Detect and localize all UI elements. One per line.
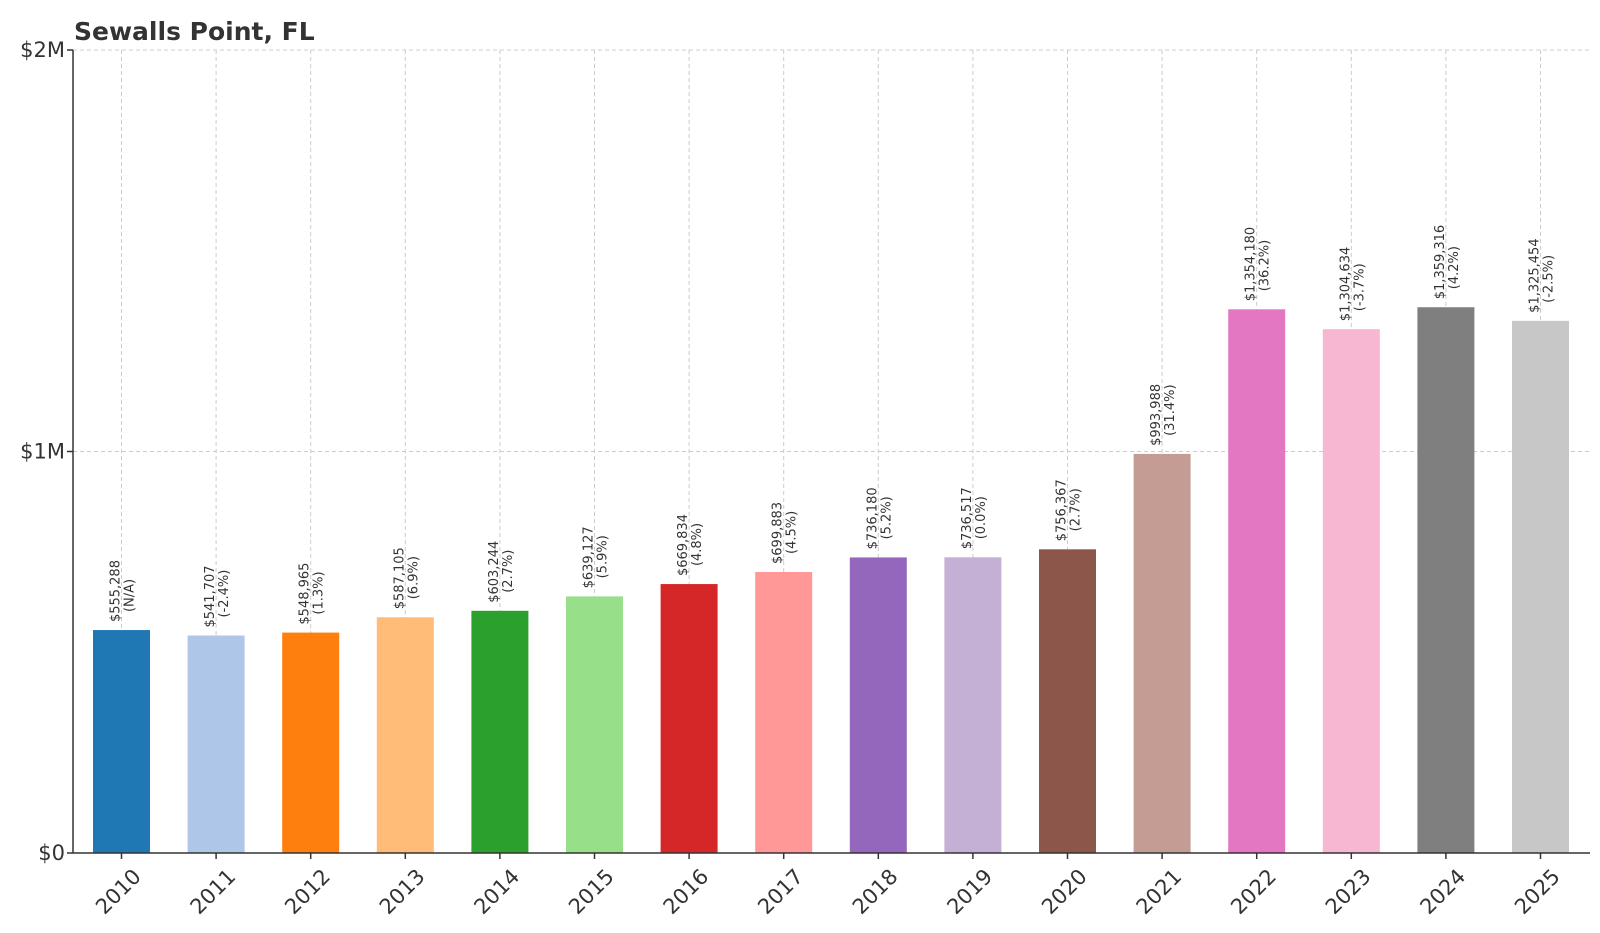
bar-2015 bbox=[566, 596, 623, 853]
data-label-change: (5.9%) bbox=[596, 535, 611, 578]
data-label-2018: $736,180 (5.2%) bbox=[865, 487, 894, 549]
x-tick-label: 2016 bbox=[659, 864, 714, 919]
x-tick-label: 2024 bbox=[1415, 864, 1470, 919]
data-label-value: $1,354,180 bbox=[1244, 227, 1259, 301]
data-label-value: $699,883 bbox=[771, 502, 786, 564]
data-label-2010: $555,288 (N/A) bbox=[109, 560, 138, 622]
data-label-value: $1,304,634 bbox=[1338, 247, 1353, 321]
data-label-2023: $1,304,634 (-3.7%) bbox=[1338, 247, 1367, 321]
data-label-value: $736,517 bbox=[960, 487, 975, 549]
x-tick-label: 2017 bbox=[753, 864, 808, 919]
x-tick-label: 2020 bbox=[1037, 864, 1092, 919]
data-label-value: $993,988 bbox=[1149, 384, 1164, 446]
bar-2011 bbox=[187, 635, 245, 853]
data-label-value: $1,359,316 bbox=[1433, 225, 1448, 299]
x-tick-label: 2012 bbox=[280, 864, 335, 919]
x-axis-ticks: 2010 2011 2012 2013 2014 2015 2016 2017 2018 2019… bbox=[91, 853, 1565, 919]
data-label-2013: $587,105 (6.9%) bbox=[392, 547, 421, 609]
data-label-2022: $1,354,180 (36.2%) bbox=[1244, 227, 1273, 301]
x-tick-label: 2011 bbox=[186, 864, 241, 919]
data-label-change: (5.2%) bbox=[879, 496, 894, 539]
x-tick-label: 2013 bbox=[375, 864, 430, 919]
data-label-2014: $603,244 (2.7%) bbox=[487, 541, 516, 603]
bar-2021 bbox=[1133, 453, 1191, 853]
bar-2019 bbox=[944, 557, 1002, 853]
data-label-change: (N/A) bbox=[123, 579, 138, 612]
data-label-2019: $736,517 (0.0%) bbox=[960, 487, 989, 549]
x-tick-label: 2023 bbox=[1321, 864, 1376, 919]
bar-2025 bbox=[1512, 320, 1569, 854]
x-tick-label: 2014 bbox=[469, 864, 524, 919]
data-label-2015: $639,127 (5.9%) bbox=[582, 526, 611, 588]
bar-2022 bbox=[1228, 309, 1286, 853]
data-label-change: (0.0%) bbox=[974, 496, 989, 539]
bar-2014 bbox=[471, 610, 529, 853]
data-label-value: $548,965 bbox=[298, 563, 313, 625]
data-label-2011: $541,707 (-2.4%) bbox=[203, 565, 232, 627]
data-label-change: (6.9%) bbox=[406, 556, 421, 599]
data-label-change: (31.4%) bbox=[1163, 384, 1178, 435]
bars bbox=[93, 307, 1569, 854]
data-label-value: $669,834 bbox=[676, 514, 691, 576]
data-label-change: (1.3%) bbox=[312, 571, 327, 614]
data-label-change: (-2.5%) bbox=[1542, 255, 1557, 303]
data-label-value: $1,325,454 bbox=[1528, 238, 1543, 312]
data-label-change: (-3.7%) bbox=[1352, 263, 1367, 311]
x-tick-label: 2015 bbox=[564, 864, 619, 919]
data-label-value: $555,288 bbox=[109, 560, 124, 622]
data-label-value: $639,127 bbox=[582, 526, 597, 588]
x-tick-label: 2021 bbox=[1132, 864, 1187, 919]
y-axis-ticks: $0 $1M $2M bbox=[20, 38, 73, 865]
data-label-change: (2.7%) bbox=[501, 550, 516, 593]
bar-2013 bbox=[376, 617, 434, 853]
data-label-change: (4.5%) bbox=[785, 511, 800, 554]
data-labels: $555,288 (N/A) $541,707 (-2.4%) $548,965 (1.3… bbox=[109, 225, 1557, 628]
x-tick-label: 2019 bbox=[942, 864, 997, 919]
x-tick-label: 2025 bbox=[1510, 864, 1565, 919]
data-label-2012: $548,965 (1.3%) bbox=[298, 563, 327, 625]
x-tick-label: 2018 bbox=[848, 864, 903, 919]
data-label-change: (4.8%) bbox=[690, 523, 705, 566]
chart-title: Sewalls Point, FL bbox=[74, 17, 315, 46]
bar-2024 bbox=[1417, 307, 1475, 853]
data-label-value: $587,105 bbox=[392, 547, 407, 609]
bar-2017 bbox=[755, 571, 813, 853]
data-label-change: (2.7%) bbox=[1069, 488, 1084, 531]
data-label-change: (-2.4%) bbox=[217, 570, 232, 618]
data-label-2025: $1,325,454 (-2.5%) bbox=[1528, 238, 1557, 312]
x-tick-label: 2010 bbox=[91, 864, 146, 919]
data-label-2020: $756,367 (2.7%) bbox=[1055, 479, 1084, 541]
bar-2018 bbox=[849, 557, 907, 853]
bar-2020 bbox=[1039, 549, 1096, 853]
data-label-value: $603,244 bbox=[487, 541, 502, 603]
bar-2010 bbox=[93, 630, 150, 853]
data-label-change: (4.2%) bbox=[1447, 246, 1462, 289]
data-label-2017: $699,883 (4.5%) bbox=[771, 502, 800, 564]
data-label-2024: $1,359,316 (4.2%) bbox=[1433, 225, 1462, 299]
data-label-2016: $669,834 (4.8%) bbox=[676, 514, 705, 576]
y-tick-label: $1M bbox=[20, 440, 65, 464]
y-tick-label: $2M bbox=[20, 38, 65, 62]
data-label-value: $736,180 bbox=[865, 487, 880, 549]
data-label-change: (36.2%) bbox=[1258, 240, 1273, 291]
data-label-value: $756,367 bbox=[1055, 479, 1070, 541]
bar-2023 bbox=[1322, 329, 1380, 853]
bar-2016 bbox=[660, 584, 718, 853]
x-tick-label: 2022 bbox=[1226, 864, 1281, 919]
y-tick-label: $0 bbox=[38, 841, 65, 865]
bar-2012 bbox=[282, 632, 340, 853]
data-label-value: $541,707 bbox=[203, 565, 218, 627]
data-label-2021: $993,988 (31.4%) bbox=[1149, 384, 1178, 446]
